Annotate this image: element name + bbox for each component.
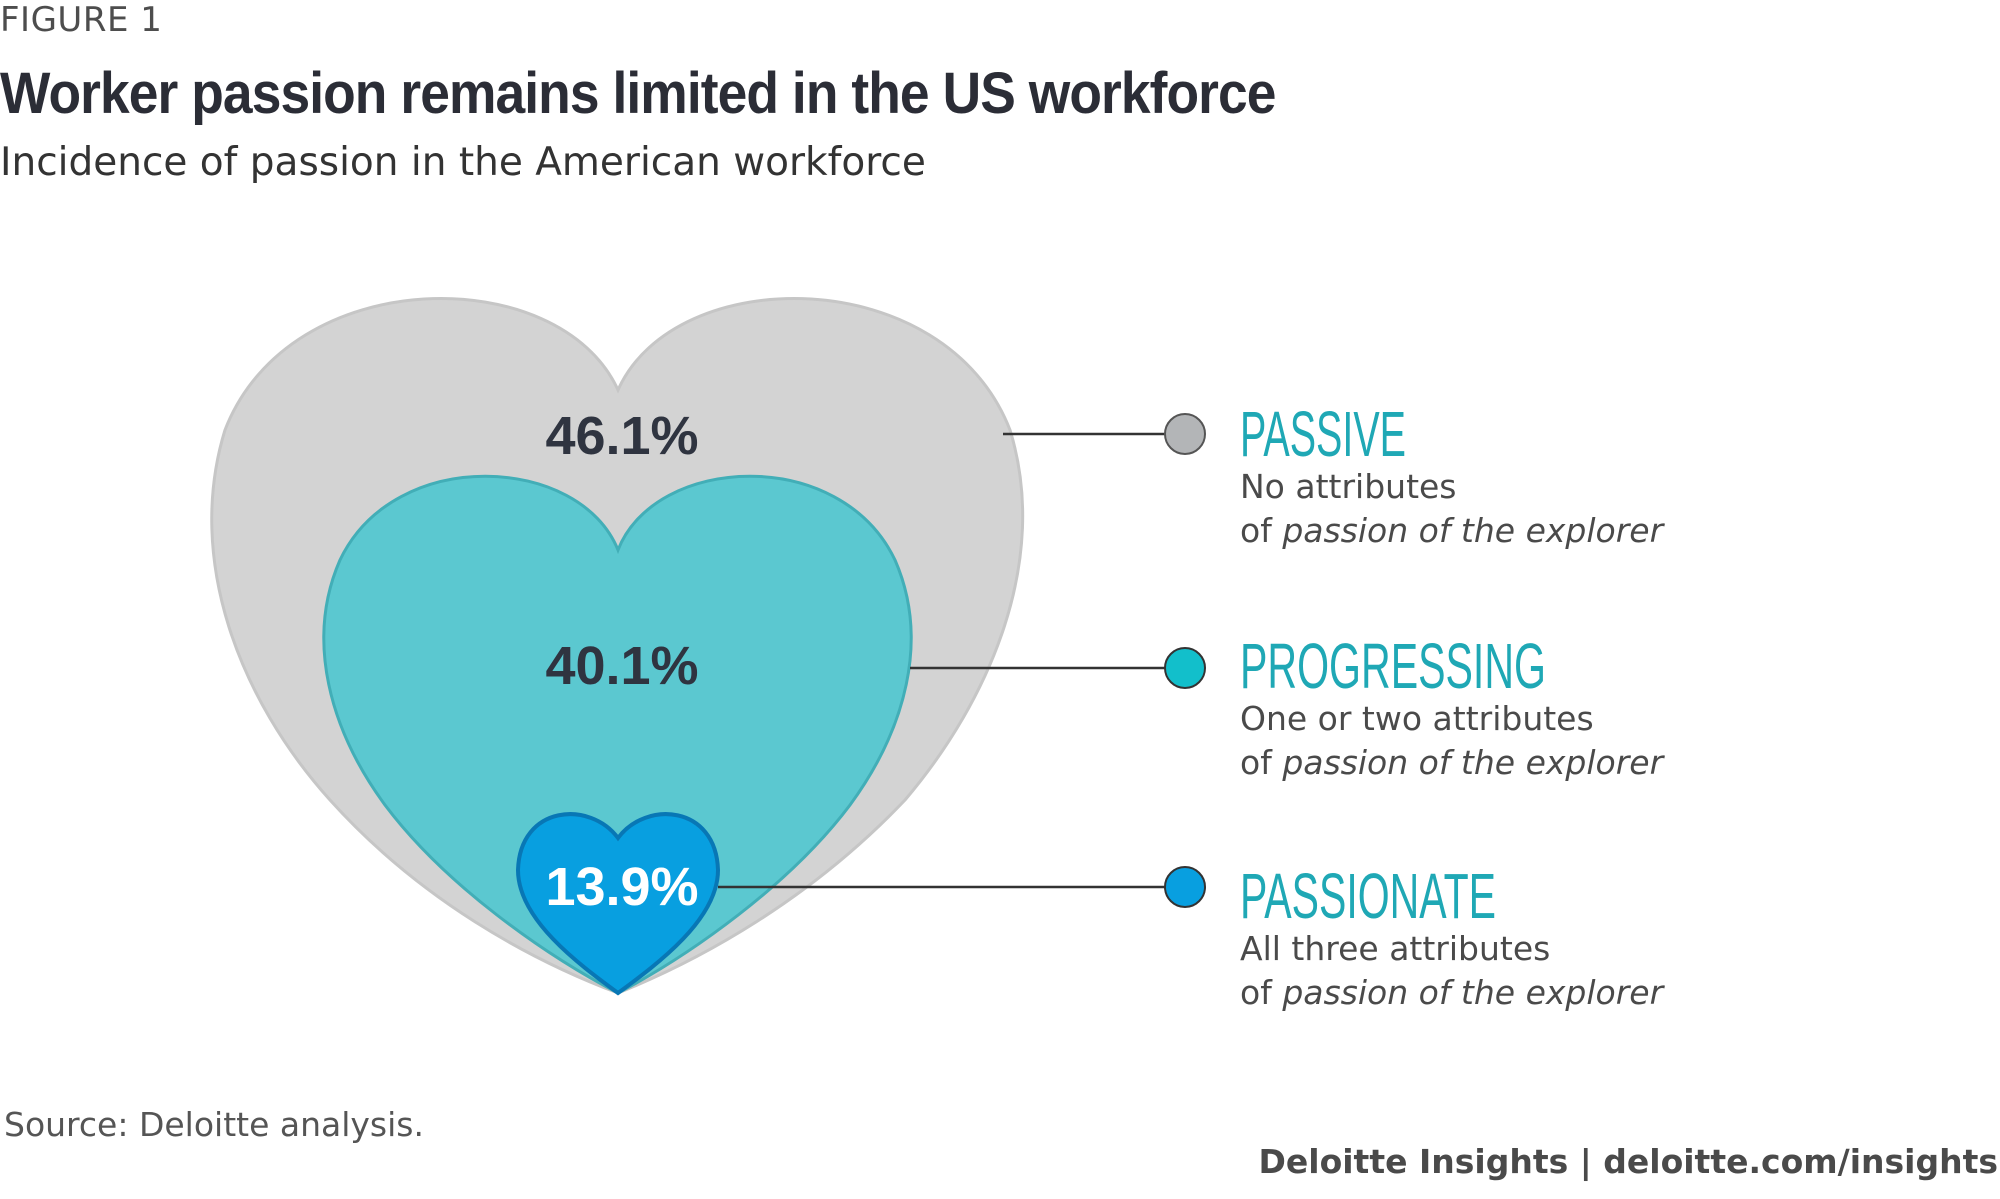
legend-desc-prefix-passive: of	[1240, 511, 1282, 550]
value-label-progressing: 40.1%	[545, 636, 698, 696]
figure-label: FIGURE 1	[0, 0, 163, 40]
legend-title-progressing: PROGRESSING	[1240, 630, 1546, 702]
legend-desc-prefix-progressing: of	[1240, 743, 1282, 782]
legend-title-passionate: PASSIONATE	[1240, 860, 1496, 932]
legend-desc-line1-passive: No attributes	[1240, 467, 1457, 506]
legend-desc-italic-passionate: passion of the explorer	[1281, 973, 1665, 1012]
legend-desc-line2-progressing: of passion of the explorer	[1240, 743, 1666, 782]
chart-subtitle: Incidence of passion in the American wor…	[0, 140, 926, 185]
source-note: Source: Deloitte analysis.	[4, 1105, 424, 1144]
legend-marker-progressing	[1164, 647, 1206, 689]
legend-desc-italic-progressing: passion of the explorer	[1281, 743, 1665, 782]
value-label-passive: 46.1%	[545, 406, 698, 466]
heart-passionate	[515, 812, 721, 996]
value-label-passionate: 13.9%	[545, 857, 698, 917]
legend-desc-italic-passive: passion of the explorer	[1281, 511, 1665, 550]
legend-marker-passive	[1164, 413, 1206, 455]
chart-title: Worker passion remains limited in the US…	[0, 61, 1276, 126]
legend-desc-prefix-passionate: of	[1240, 973, 1282, 1012]
brand-footer: Deloitte Insights | deloitte.com/insight…	[1258, 1142, 1998, 1181]
legend-desc-line1-passionate: All three attributes	[1240, 929, 1550, 968]
legend-desc-line2-passive: of passion of the explorer	[1240, 511, 1666, 550]
legend-marker-passionate	[1164, 866, 1206, 908]
legend-desc-line1-progressing: One or two attributes	[1240, 699, 1594, 738]
legend-title-passive: PASSIVE	[1240, 398, 1406, 470]
legend-desc-line2-passionate: of passion of the explorer	[1240, 973, 1666, 1012]
